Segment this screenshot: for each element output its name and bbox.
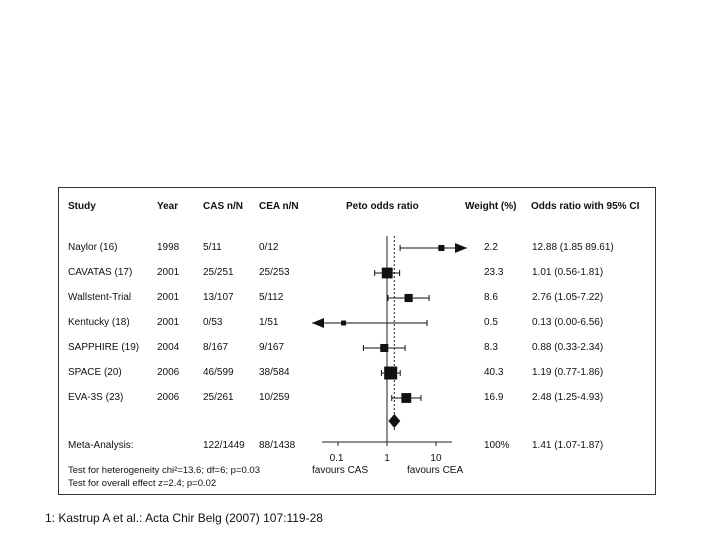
study-name: Kentucky (18): [68, 317, 130, 328]
meta-weight: 100%: [484, 440, 510, 451]
study-or: 0.13 (0.00-6.56): [532, 317, 604, 328]
study-name: SPACE (20): [68, 367, 122, 378]
study-weight: 16.9: [484, 392, 504, 403]
study-year: 1998: [157, 242, 180, 253]
study-year: 2001: [157, 292, 180, 303]
study-cas: 25/261: [203, 392, 234, 403]
study-cas: 13/107: [203, 292, 234, 303]
study-weight: 8.6: [484, 292, 498, 303]
header-peto-odds-ratio: Peto odds ratio: [346, 201, 419, 212]
point-estimate: [384, 366, 398, 380]
study-year: 2001: [157, 267, 180, 278]
study-cas: 8/167: [203, 342, 229, 353]
meta-cea: 88/1438: [259, 440, 296, 451]
header-odds-ratio-ci: Odds ratio with 95% CI: [531, 201, 640, 212]
study-cea: 1/51: [259, 317, 279, 328]
study-weight: 40.3: [484, 367, 504, 378]
forest-plot-figure: [58, 187, 656, 495]
study-or: 2.76 (1.05-7.22): [532, 292, 604, 303]
study-weight: 0.5: [484, 317, 498, 328]
point-estimate: [341, 320, 347, 326]
study-name: EVA-3S (23): [68, 392, 124, 403]
study-weight: 2.2: [484, 242, 498, 253]
ci-arrow-right: [455, 243, 467, 253]
study-cea: 10/259: [259, 392, 290, 403]
header-or-clip: Odds ratio with 95% CI: [531, 195, 647, 217]
header-year: Year: [157, 201, 179, 212]
study-year: 2004: [157, 342, 180, 353]
axis-tick-label: 1: [384, 453, 390, 464]
favours-cea-label: favours CEA: [407, 465, 464, 476]
header-study: Study: [68, 201, 96, 212]
study-or: 1.19 (0.77-1.86): [532, 367, 604, 378]
header-cas: CAS n/N: [203, 201, 243, 212]
overall-effect-test: Test for overall effect z=2.4; p=0.02: [68, 478, 217, 489]
study-name: SAPPHIRE (19): [68, 342, 140, 353]
study-name: Naylor (16): [68, 242, 118, 253]
study-year: 2006: [157, 392, 180, 403]
study-year: 2001: [157, 317, 180, 328]
heterogeneity-test: Test for heterogeneity chi²=13.6; df=6; …: [68, 465, 260, 476]
study-name: Wallstent-Trial: [68, 292, 132, 303]
study-name: CAVATAS (17): [68, 267, 133, 278]
axis-tick-label: 10: [430, 453, 442, 464]
study-cea: 38/584: [259, 367, 290, 378]
header-cea: CEA n/N: [259, 201, 299, 212]
meta-or: 1.41 (1.07-1.87): [532, 440, 604, 451]
ci-arrow-left: [312, 318, 324, 328]
study-cas: 46/599: [203, 367, 234, 378]
axis-tick-label: 0.1: [329, 453, 344, 464]
point-estimate: [404, 293, 413, 303]
study-cas: 0/53: [203, 317, 223, 328]
point-estimate: [380, 343, 389, 353]
point-estimate: [401, 393, 412, 403]
study-cas: 5/11: [203, 242, 222, 253]
study-or: 12.88 (1.85 89.61): [532, 242, 614, 253]
study-cea: 5/112: [259, 292, 284, 303]
header-weight: Weight (%): [465, 201, 517, 212]
meta-cas: 122/1449: [203, 440, 245, 451]
study-cas: 25/251: [203, 267, 234, 278]
study-or: 1.01 (0.56-1.81): [532, 267, 604, 278]
figure-caption: 1: Kastrup A et al.: Acta Chir Belg (200…: [45, 511, 323, 525]
meta-analysis-label: Meta-Analysis:: [68, 440, 134, 451]
favours-cas-label: favours CAS: [312, 465, 369, 476]
study-or: 0.88 (0.33-2.34): [532, 342, 604, 353]
study-weight: 8.3: [484, 342, 498, 353]
study-weight: 23.3: [484, 267, 504, 278]
study-year: 2006: [157, 367, 180, 378]
point-estimate: [381, 267, 393, 279]
pooled-diamond: [388, 414, 401, 428]
study-or: 2.48 (1.25-4.93): [532, 392, 604, 403]
study-cea: 25/253: [259, 267, 290, 278]
study-cea: 0/12: [259, 242, 279, 253]
study-cea: 9/167: [259, 342, 285, 353]
point-estimate: [438, 244, 445, 252]
